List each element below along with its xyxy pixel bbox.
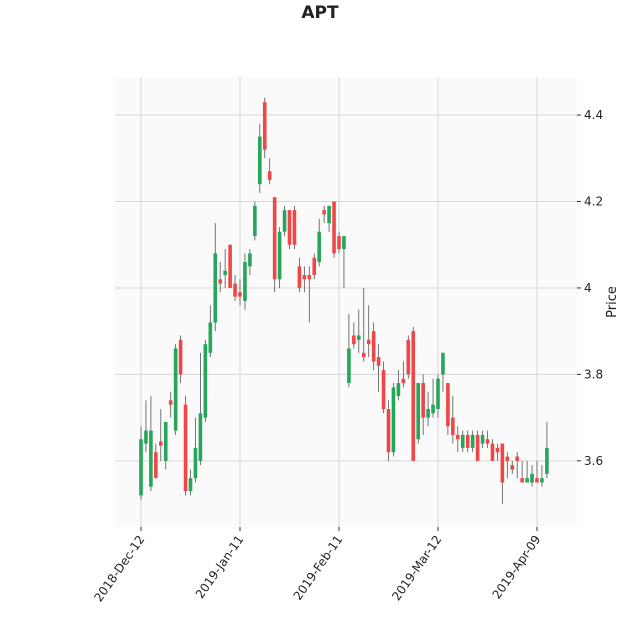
candle-body [376,357,381,366]
candle-body [223,270,227,275]
candle-body [312,257,317,275]
candle-body [357,335,361,340]
candle-body [465,434,470,448]
candle-body [530,473,534,483]
candle-body [456,434,460,440]
candle-body [267,171,272,180]
candle-body [163,421,168,461]
candle-body [144,430,148,444]
candle-body [322,210,326,215]
candle-body [475,434,480,461]
y-tick-label: 3.8 [584,367,603,381]
candle-body [198,413,203,461]
candle-body [406,339,411,375]
x-tick-label: 2019-Mar-12 [389,533,444,604]
candle-body [272,197,277,280]
candle-body [327,205,331,224]
candle-body [332,201,336,254]
candle-body [391,387,396,453]
candle-body [386,408,391,453]
y-tick-label: 3.6 [584,454,603,468]
candle-body [371,331,376,362]
candle-body [173,348,178,431]
y-tick-label: 4.4 [584,108,603,122]
candle-body [342,236,346,250]
candle-body [203,344,208,418]
candle-body [495,447,500,453]
candle-body [183,404,188,492]
candle-body [470,434,475,448]
candle-body [287,210,292,245]
candle-body [431,404,435,414]
candle-body [297,266,302,288]
candle-body [302,274,307,280]
candle-body [154,452,158,479]
candle-body [149,430,153,487]
x-tick-label: 2019-Jan-11 [193,533,247,601]
candle-body [168,400,173,405]
candle-body [520,478,524,483]
candle-body [317,231,321,263]
candle-body [248,253,252,267]
candle-body [193,447,198,479]
candle-body [243,262,247,301]
chart-title: APT [301,3,339,23]
candle-body [396,383,401,397]
x-tick-label: 2019-Apr-09 [489,533,543,602]
candle-body [480,434,485,444]
candle-body [262,102,267,150]
candle-body [451,417,455,435]
candle-body [416,383,420,440]
candle-body [352,335,356,345]
candle-body [282,210,287,232]
candle-body [337,236,341,250]
candle-body [159,441,163,446]
candle-body [347,348,351,384]
candle-body [545,447,549,474]
y-tick-label: 4 [584,281,592,295]
candle-body [401,378,406,384]
candle-body [208,322,213,353]
candle-body [426,408,430,418]
candle-body [253,205,257,237]
candle-body [540,478,544,483]
candle-body [411,331,416,461]
candle-body [213,253,218,323]
x-tick-label: 2018-Dec-12 [91,533,147,605]
candle-body [292,210,297,245]
candles [139,97,549,505]
candle-body [139,439,143,496]
candle-body [460,434,465,448]
candle-body [441,352,445,375]
candle-body [505,456,510,461]
candle-body [178,339,183,375]
candle-body [525,478,529,483]
candle-body [485,439,490,444]
candle-body [436,378,440,409]
candle-body [277,231,282,280]
candle-body [446,383,450,427]
candle-body [421,383,425,418]
candle-body [535,478,539,483]
candle-body [361,352,366,358]
candle-body [238,292,242,297]
candle-body [515,456,519,461]
candle-body [228,244,232,288]
candle-body [233,283,237,297]
plot-area [115,77,577,527]
y-tick-label: 4.2 [584,194,603,208]
candle-body [381,370,386,409]
x-tick-label: 2019-Feb-11 [291,533,346,603]
candle-body [490,443,495,461]
candle-body [366,339,371,345]
candle-body [307,274,312,280]
candle-body [188,478,193,492]
candle-body [510,465,515,470]
candle-body [218,279,222,284]
candle-body [500,443,505,483]
candle-body [258,136,262,185]
y-axis-label: Price [605,286,620,318]
